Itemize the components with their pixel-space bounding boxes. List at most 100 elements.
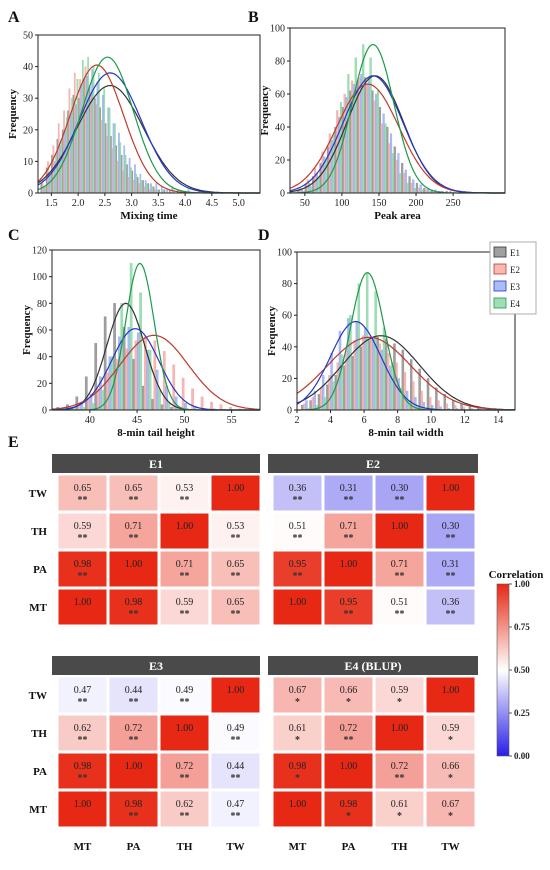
histogram-bar: [143, 186, 146, 194]
histogram-bar: [310, 186, 313, 194]
heatmap-title-bar: [52, 656, 260, 675]
histogram-bar: [305, 400, 308, 411]
significance-mark: *: [346, 697, 351, 708]
histogram-bar: [410, 182, 413, 194]
x-tick-label: 40: [85, 415, 95, 426]
x-tick-label: 8: [395, 415, 400, 426]
histogram-bar: [399, 173, 402, 194]
significance-mark: *: [448, 773, 453, 784]
histogram-bar: [406, 182, 409, 194]
cell-value: 0.72: [125, 723, 143, 734]
group-legend: E1 E2 E3 E4: [489, 241, 537, 315]
histogram-bar: [181, 377, 185, 411]
cell-value: 0.59: [74, 521, 92, 532]
legend-swatch: [493, 246, 507, 258]
heatmap-cell: [323, 588, 374, 626]
histogram-bar: [122, 170, 124, 194]
colorbar-tick-label: 0.25: [514, 708, 530, 718]
significance-mark: **: [446, 533, 456, 544]
colorbar-ramp: [496, 583, 510, 757]
heatmap-e2: E20.36**0.31**0.30**1.000.51**0.71**1.00…: [268, 454, 478, 626]
heatmap-cell: [108, 588, 159, 626]
heatmap-cell: [159, 512, 210, 550]
significance-mark: **: [231, 533, 241, 544]
significance-mark: **: [180, 495, 190, 506]
histogram-bar: [79, 79, 81, 194]
y-tick-label: 40: [282, 342, 292, 353]
histogram-bar: [128, 158, 131, 194]
heatmap-cell: [210, 676, 261, 714]
histogram-bar: [380, 123, 383, 194]
x-tick-label: 4: [328, 415, 333, 426]
y-axis-title: Frequency: [259, 85, 271, 135]
x-tick-label: 3.5: [152, 198, 165, 209]
significance-mark: **: [395, 495, 405, 506]
cell-value: 1.00: [289, 799, 307, 810]
cell-value: 0.65: [125, 483, 143, 494]
histogram-bar: [103, 88, 106, 194]
histogram-bar: [359, 346, 363, 411]
histogram-bar: [160, 186, 163, 194]
significance-mark: **: [395, 609, 405, 620]
histogram-bar: [311, 397, 314, 411]
histogram-bar: [131, 170, 134, 194]
cell-value: 0.59: [442, 723, 460, 734]
histogram-bar: [362, 44, 365, 194]
histogram-bar: [378, 107, 381, 194]
cell-value: 0.53: [227, 521, 245, 532]
cell-value: 1.00: [340, 559, 358, 570]
row-label-tw: TW: [29, 488, 47, 500]
histogram-bar: [151, 399, 154, 411]
significance-mark: **: [231, 571, 241, 582]
heatmap-cell: [272, 790, 323, 828]
significance-mark: **: [180, 609, 190, 620]
y-axis-title: Frequency: [7, 89, 19, 139]
histogram-bar: [102, 94, 104, 194]
colorbar-title: Correlation: [489, 569, 544, 581]
cell-value: 0.95: [340, 597, 358, 608]
significance-mark: *: [295, 697, 300, 708]
heatmap-cell: [425, 790, 476, 828]
histogram-bar: [72, 94, 75, 194]
heatmap-title: E2: [366, 457, 380, 471]
heatmap-cell: [425, 588, 476, 626]
histogram-bar: [147, 183, 150, 194]
heatmap-cell: [108, 550, 159, 588]
cell-value: 0.51: [391, 597, 409, 608]
heatmap-e4-blup-: E4 (BLUP)0.67*0.66*0.59*1.000.61*0.72**1…: [268, 656, 478, 853]
cell-value: 1.00: [125, 761, 143, 772]
cell-value: 1.00: [442, 483, 460, 494]
histogram-bar: [77, 98, 80, 194]
col-label-tw: TW: [441, 841, 459, 853]
histogram-bar: [139, 173, 142, 194]
histogram-bar: [412, 179, 415, 194]
panel-letter-d: D: [258, 227, 270, 244]
y-tick-label: 100: [32, 272, 47, 283]
significance-mark: **: [231, 735, 241, 746]
heatmap-cell: [374, 474, 425, 512]
histogram-bar: [141, 385, 145, 411]
x-tick-label: 2.5: [99, 198, 112, 209]
cell-value: 0.31: [340, 483, 358, 494]
histogram-bar: [140, 180, 143, 194]
cell-value: 0.72: [176, 761, 194, 772]
cell-value: 0.67: [442, 799, 460, 810]
histogram-bar: [88, 85, 91, 194]
panel-letter-c: C: [8, 227, 20, 244]
y-tick-label: 0: [42, 406, 47, 417]
y-tick-label: 80: [282, 279, 292, 290]
heatmap-cell: [323, 752, 374, 790]
heatmap-cell: [159, 588, 210, 626]
cell-value: 0.49: [227, 723, 245, 734]
y-tick-label: 60: [282, 311, 292, 322]
significance-mark: **: [446, 609, 456, 620]
y-axis-title: Frequency: [21, 305, 33, 355]
histogram-bar: [80, 85, 83, 194]
histogram-bar: [334, 126, 337, 194]
significance-mark: *: [397, 697, 402, 708]
heatmap-cell: [425, 752, 476, 790]
histogram-bar: [64, 129, 67, 194]
y-tick-label: 0: [280, 189, 285, 200]
cell-value: 0.71: [340, 521, 358, 532]
